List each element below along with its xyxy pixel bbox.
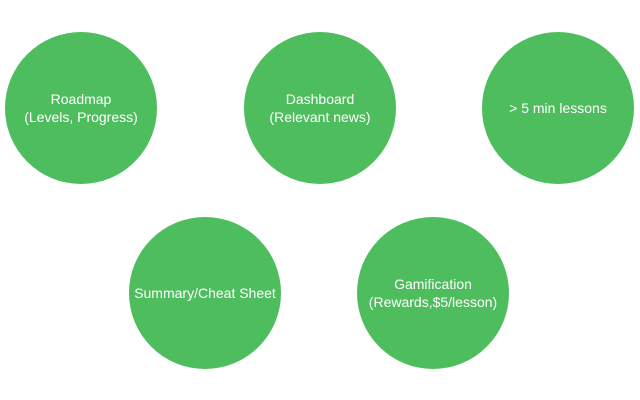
summary-cheat-sheet-title: Summary/Cheat Sheet (134, 285, 276, 301)
dashboard-bubble: Dashboard (Relevant news) (244, 32, 396, 184)
summary-cheat-sheet-bubble: Summary/Cheat Sheet (129, 217, 281, 369)
short-lessons-title: > 5 min lessons (509, 100, 607, 116)
roadmap-title: Roadmap (50, 91, 112, 107)
gamification-title: Gamification (394, 276, 472, 292)
dashboard-subtitle: (Relevant news) (269, 109, 371, 125)
roadmap-subtitle: (Levels, Progress) (24, 109, 138, 125)
gamification-bubble: Gamification (Rewards,$5/lesson) (357, 217, 509, 369)
gamification-subtitle: (Rewards,$5/lesson) (368, 294, 498, 310)
short-lessons-bubble: > 5 min lessons (482, 32, 634, 184)
dashboard-title: Dashboard (285, 91, 355, 107)
roadmap-bubble: Roadmap (Levels, Progress) (5, 32, 157, 184)
